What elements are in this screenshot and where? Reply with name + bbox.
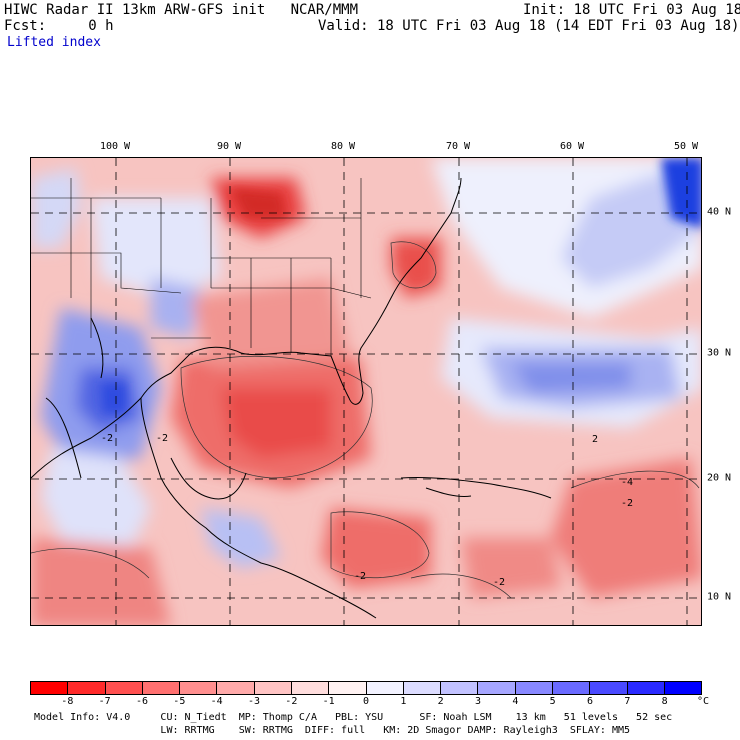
colorbar-tick-label: -1 — [322, 696, 335, 707]
colorbar-swatch — [329, 682, 367, 694]
colorbar-swatch — [142, 682, 181, 694]
colorbar-tick-label: 3 — [474, 696, 482, 707]
longitude-label: 70 W — [445, 141, 471, 152]
contour-label: -2 — [101, 433, 113, 444]
field-name: Lifted index — [7, 35, 101, 50]
longitude-label: 50 W — [673, 141, 699, 152]
model-info-line-1: Model Info: V4.0 CU: N_Tiedt MP: Thomp C… — [34, 712, 673, 723]
colorbar-tick-label: -6 — [135, 696, 149, 707]
colorbar-swatch — [31, 682, 69, 694]
colorbar-tick-label: 7 — [624, 696, 631, 707]
colorbar-swatch — [366, 682, 404, 694]
colorbar-tick-label: 8 — [661, 696, 668, 707]
model-info-line-2: LW: RRTMG SW: RRTMG DIFF: full KM: 2D Sm… — [34, 725, 631, 736]
colorbar-tick-label: -2 — [285, 696, 298, 707]
latitude-label: 30 N — [707, 347, 732, 359]
colorbar-swatch — [590, 682, 628, 694]
colorbar-swatch — [105, 682, 143, 694]
colorbar-tick-label: -7 — [98, 696, 111, 707]
contour-label: 2 — [592, 434, 598, 445]
longitude-label: 90 W — [216, 141, 242, 152]
model-title: HIWC Radar II 13km ARW-GFS init NCAR/MMM — [4, 2, 359, 18]
colorbar-swatch — [478, 682, 516, 694]
colorbar-tick-label: 4 — [512, 696, 519, 707]
colorbar-tick-label: 6 — [586, 696, 594, 707]
latitude-label: 10 N — [707, 591, 732, 603]
colorbar-swatch — [515, 682, 553, 694]
colorbar-tick-label: 1 — [400, 696, 407, 707]
field-shading — [31, 158, 701, 625]
colorbar-tick-label: 2 — [437, 696, 444, 707]
colorbar — [30, 681, 702, 695]
valid-time: Valid: 18 UTC Fri 03 Aug 18 (14 EDT Fri … — [318, 18, 740, 34]
latitude-label: 40 N — [707, 206, 732, 218]
colorbar-tick-label: 0 — [362, 696, 370, 707]
colorbar-swatch — [217, 682, 255, 694]
state-borders — [31, 178, 372, 356]
init-time: Init: 18 UTC Fri 03 Aug 18 — [523, 2, 740, 18]
latitude-label: 20 N — [707, 472, 732, 484]
longitude-label: 60 W — [559, 141, 585, 152]
colorbar-swatch — [403, 682, 442, 694]
colorbar-tick-label: -3 — [247, 696, 261, 707]
contour-label: -2 — [493, 577, 505, 588]
colorbar-swatch — [552, 682, 591, 694]
colorbar-swatch — [664, 682, 702, 694]
contour-label: -4 — [621, 477, 633, 488]
colorbar-tick-label: -4 — [210, 696, 223, 707]
colorbar-swatch — [291, 682, 330, 694]
field-shading-strong — [101, 158, 701, 413]
coastlines — [31, 177, 552, 619]
map-svg: -2 -2 2 -2 -2 -2 -4 — [31, 158, 701, 625]
lat-lon-grid — [31, 158, 701, 625]
contour-label: -2 — [621, 498, 633, 509]
colorbar-swatch — [68, 682, 106, 694]
longitude-label: 80 W — [330, 141, 356, 152]
colorbar-swatch — [254, 682, 292, 694]
colorbar-tick-label: -5 — [173, 696, 186, 707]
forecast-hour: Fcst: 0 h — [4, 18, 114, 34]
colorbar-unit: °C — [696, 696, 710, 707]
lifted-index-map: -2 -2 2 -2 -2 -2 -4 — [30, 157, 702, 626]
longitude-label: 100 W — [99, 141, 131, 152]
contour-label: -2 — [354, 571, 366, 582]
colorbar-swatch — [627, 682, 665, 694]
colorbar-swatch — [180, 682, 218, 694]
colorbar-swatch — [441, 682, 479, 694]
colorbar-tick-label: -8 — [61, 696, 74, 707]
contour-label: -2 — [156, 433, 168, 444]
colorbar-tick-label: 5 — [549, 696, 556, 707]
